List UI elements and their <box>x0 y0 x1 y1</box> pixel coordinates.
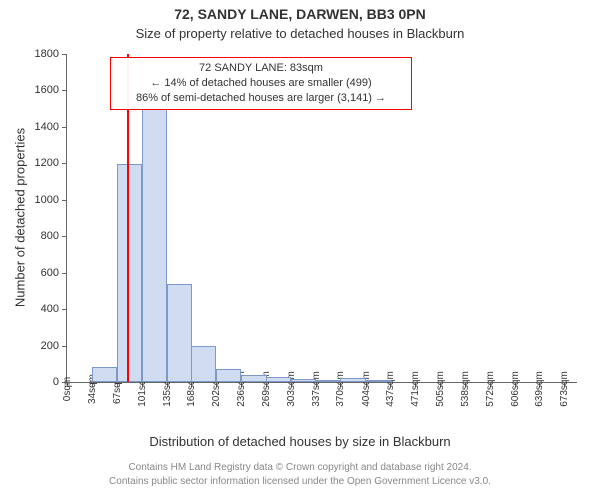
x-tick-label: 0sqm <box>62 377 73 401</box>
y-tick-label: 400 <box>41 303 59 315</box>
y-tick <box>62 346 67 347</box>
histogram-bar <box>241 375 266 382</box>
y-tick-label: 200 <box>41 340 59 352</box>
y-tick <box>62 309 67 310</box>
histogram-bar <box>92 367 117 382</box>
x-tick-label: 538sqm <box>460 371 471 407</box>
histogram-bar <box>340 378 365 382</box>
x-tick-label: 572sqm <box>485 371 496 407</box>
x-tick-label: 404sqm <box>361 371 372 407</box>
annotation-line-2: ← 14% of detached houses are smaller (49… <box>117 76 405 91</box>
y-tick <box>62 273 67 274</box>
y-tick-label: 1400 <box>35 121 59 133</box>
y-tick <box>62 90 67 91</box>
chart-container: 72, SANDY LANE, DARWEN, BB3 0PN Size of … <box>0 0 600 500</box>
y-tick-label: 0 <box>53 376 59 388</box>
y-axis-label: Number of detached properties <box>13 108 28 328</box>
y-tick <box>62 200 67 201</box>
chart-title: 72, SANDY LANE, DARWEN, BB3 0PN <box>0 6 600 22</box>
chart-subtitle: Size of property relative to detached ho… <box>0 26 600 41</box>
y-tick-label: 1200 <box>35 157 59 169</box>
x-tick-label: 337sqm <box>311 371 322 407</box>
x-tick-label: 639sqm <box>534 371 545 407</box>
x-tick-label: 471sqm <box>410 371 421 407</box>
x-tick-label: 370sqm <box>335 371 346 407</box>
y-tick <box>62 54 67 55</box>
annotation-line-1: 72 SANDY LANE: 83sqm <box>117 61 405 76</box>
histogram-bar <box>142 100 167 382</box>
footer-line-2: Contains public sector information licen… <box>0 476 600 487</box>
histogram-bar <box>291 379 316 382</box>
histogram-bar <box>216 369 241 382</box>
y-tick-label: 800 <box>41 230 59 242</box>
histogram-bar <box>316 380 341 382</box>
y-tick-label: 1000 <box>35 194 59 206</box>
x-tick-label: 437sqm <box>385 371 396 407</box>
y-tick <box>62 127 67 128</box>
x-axis-label: Distribution of detached houses by size … <box>0 434 600 449</box>
histogram-bar <box>191 346 216 382</box>
annotation-box: 72 SANDY LANE: 83sqm← 14% of detached ho… <box>110 57 412 110</box>
x-tick-label: 505sqm <box>435 371 446 407</box>
annotation-line-3: 86% of semi-detached houses are larger (… <box>117 91 405 106</box>
x-tick-label: 673sqm <box>559 371 570 407</box>
y-tick-label: 1800 <box>35 48 59 60</box>
histogram-bar <box>266 377 291 382</box>
y-tick <box>62 163 67 164</box>
histogram-bar <box>167 284 192 382</box>
y-tick <box>62 236 67 237</box>
y-tick-label: 1600 <box>35 84 59 96</box>
x-tick-label: 606sqm <box>510 371 521 407</box>
footer-line-1: Contains HM Land Registry data © Crown c… <box>0 462 600 473</box>
y-tick-label: 600 <box>41 267 59 279</box>
histogram-bar <box>366 380 391 382</box>
